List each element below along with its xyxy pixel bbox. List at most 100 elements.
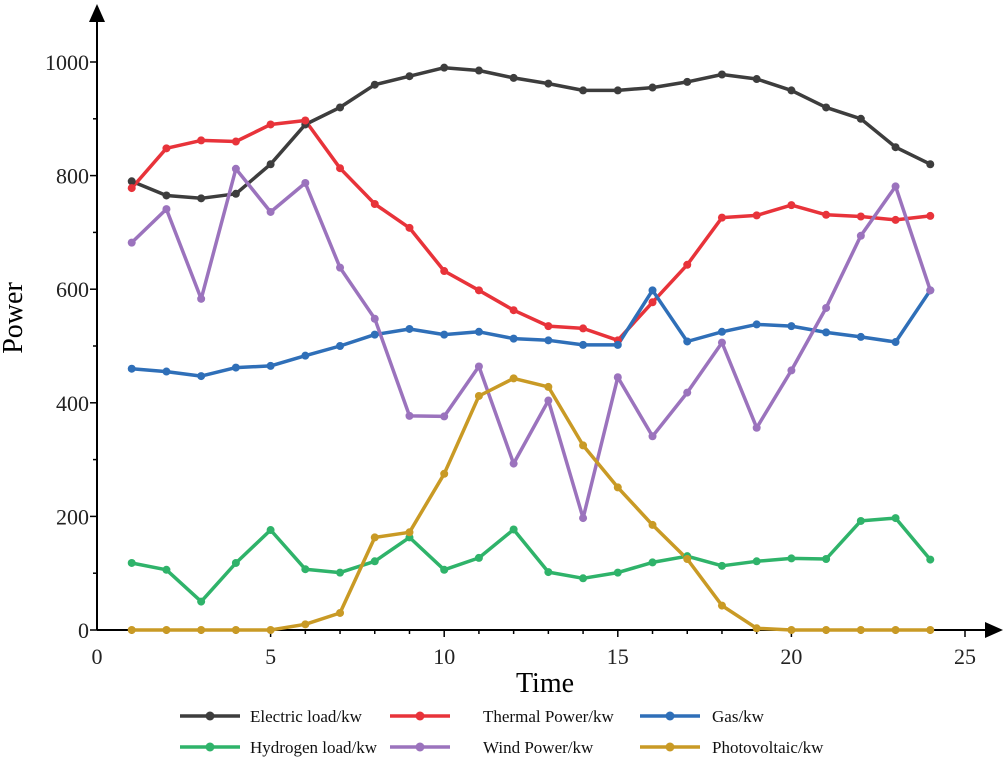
data-point [613, 483, 622, 492]
data-point [405, 324, 414, 333]
data-point [197, 136, 206, 145]
data-point [648, 558, 657, 567]
data-point [926, 286, 935, 295]
data-point [370, 314, 379, 323]
data-point [856, 516, 865, 525]
legend-item: Electric load/kw [180, 707, 363, 726]
data-point [822, 555, 831, 563]
data-point [370, 557, 379, 566]
data-point [822, 626, 831, 634]
data-point [162, 205, 171, 214]
data-point [440, 63, 449, 72]
data-point [474, 286, 483, 295]
data-point [440, 565, 449, 574]
data-point [544, 382, 553, 391]
data-point [856, 114, 865, 123]
series-line-5 [131, 376, 931, 632]
data-point [266, 626, 275, 634]
data-point [336, 103, 345, 112]
data-point [613, 568, 622, 577]
legend-item: Gas/kw [640, 707, 765, 726]
data-point [301, 178, 310, 187]
y-tick-label: 0 [78, 618, 89, 643]
series-points [127, 63, 935, 634]
data-point [127, 184, 136, 193]
data-point [127, 238, 136, 247]
data-point [231, 137, 240, 146]
data-point [301, 351, 310, 360]
legend-item: Hydrogen load/kw [180, 738, 378, 757]
data-point [370, 200, 379, 208]
data-point [822, 210, 831, 219]
data-point [891, 215, 900, 224]
series-line-4 [130, 167, 932, 520]
data-point [648, 432, 657, 441]
legend-label: Hydrogen load/kw [250, 738, 378, 757]
data-point [856, 212, 865, 221]
data-point [231, 558, 240, 567]
series-line-0 [131, 65, 932, 201]
x-tick-label: 0 [92, 644, 103, 669]
data-point [926, 626, 935, 634]
data-point [336, 263, 345, 272]
x-axis-title: Time [516, 668, 574, 699]
series-line-2 [131, 288, 932, 378]
data-point [926, 555, 935, 564]
data-point [717, 338, 726, 347]
legend-label: Photovoltaic/kw [712, 738, 824, 757]
data-point [474, 391, 483, 400]
data-point [197, 372, 206, 381]
data-point [231, 164, 240, 173]
data-point [197, 597, 206, 606]
data-point [301, 620, 310, 629]
data-point [648, 83, 657, 92]
data-point [544, 396, 553, 405]
data-point [405, 411, 414, 420]
legend-item: Thermal Power/kw [390, 707, 614, 726]
data-point [336, 164, 345, 173]
y-axis-arrow [89, 4, 105, 22]
legend-swatch-marker [665, 742, 675, 752]
data-point [648, 286, 657, 295]
series-line-3 [131, 516, 932, 604]
data-point [127, 364, 136, 373]
data-point [440, 412, 449, 421]
data-point [683, 260, 692, 269]
data-point [579, 86, 588, 95]
data-point [822, 328, 831, 337]
data-point [127, 177, 136, 186]
data-point [336, 342, 345, 350]
data-point [856, 231, 865, 240]
data-point [822, 103, 831, 112]
data-point [197, 194, 206, 203]
data-point [474, 327, 483, 336]
data-point [197, 626, 206, 634]
data-point [509, 525, 518, 534]
data-point [509, 374, 518, 383]
data-point [891, 182, 900, 191]
data-point [787, 626, 796, 634]
data-point [162, 626, 171, 634]
data-point [787, 86, 796, 95]
data-point [717, 561, 726, 570]
y-axis-title: Power [0, 282, 29, 354]
legend-label: Electric load/kw [250, 707, 363, 726]
data-point [926, 160, 935, 169]
data-point [544, 322, 553, 331]
data-point [683, 388, 692, 397]
data-point [474, 362, 483, 371]
data-point [509, 73, 518, 82]
data-point [683, 77, 692, 86]
data-point [266, 361, 275, 370]
data-point [752, 423, 761, 432]
data-point [509, 334, 518, 343]
axes [89, 4, 1003, 638]
data-point [683, 337, 692, 346]
data-point [579, 574, 588, 583]
data-point [197, 294, 206, 303]
data-point [474, 66, 483, 75]
legend: Electric load/kw Thermal Power/kw Gas/kw Hy… [180, 707, 824, 757]
data-point [509, 459, 518, 468]
data-point [752, 75, 761, 84]
series-lines [130, 65, 932, 632]
